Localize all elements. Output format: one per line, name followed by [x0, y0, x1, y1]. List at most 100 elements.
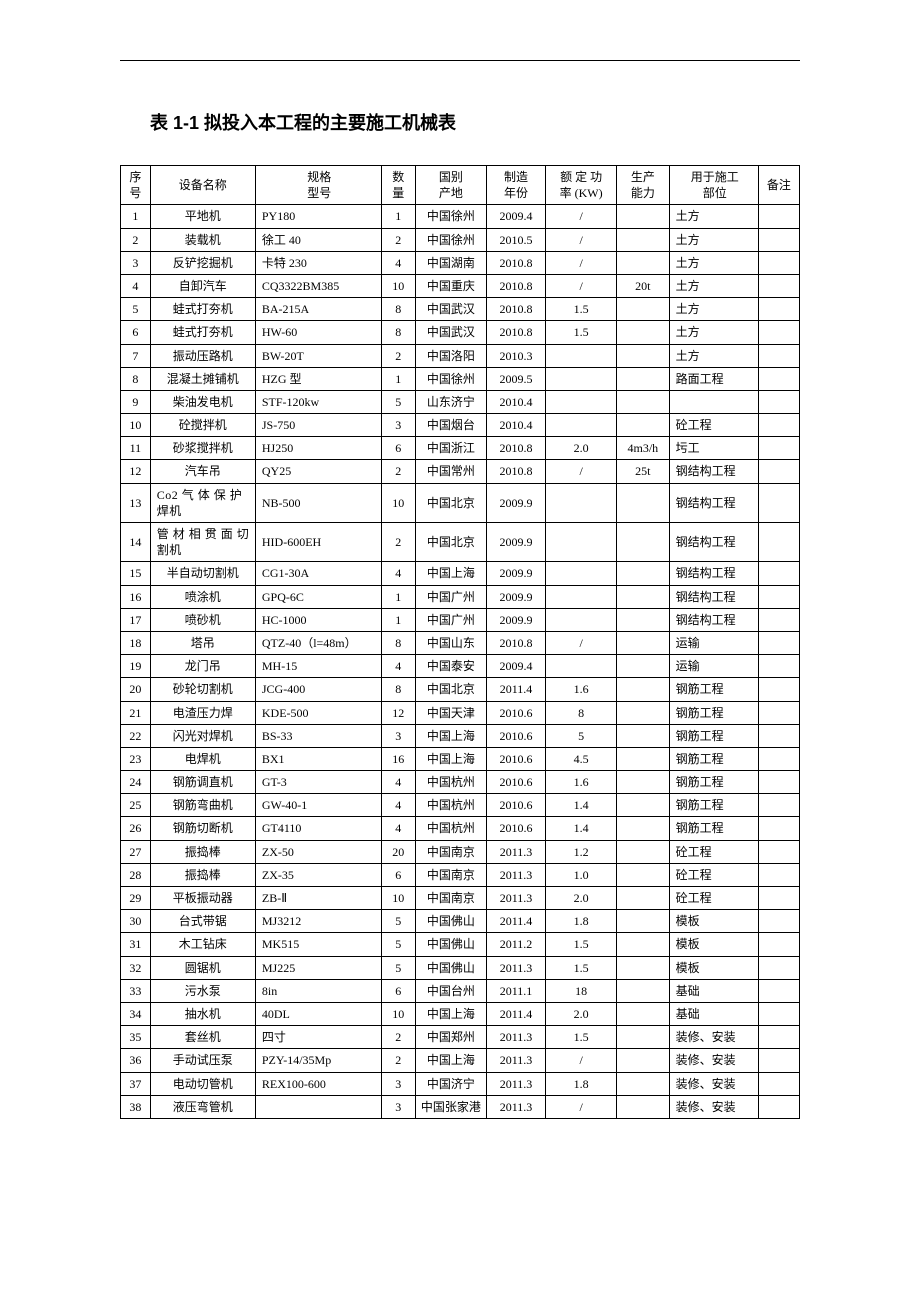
- cell-orig: 中国张家港: [415, 1095, 486, 1118]
- cell-note: [758, 794, 799, 817]
- cell-orig: 中国上海: [415, 747, 486, 770]
- cell-cap: 25t: [617, 460, 670, 483]
- cell-name: 砼搅拌机: [150, 414, 255, 437]
- cell-orig: 中国广州: [415, 585, 486, 608]
- cell-idx: 32: [121, 956, 151, 979]
- cell-use: 砼工程: [669, 840, 758, 863]
- cell-qty: 5: [381, 956, 415, 979]
- cell-qty: 16: [381, 747, 415, 770]
- cell-cap: [617, 678, 670, 701]
- cell-name: 圆锯机: [150, 956, 255, 979]
- cell-idx: 20: [121, 678, 151, 701]
- cell-spec: HZG 型: [255, 367, 381, 390]
- cell-cap: [617, 562, 670, 585]
- cell-pow: 8: [546, 701, 617, 724]
- cell-pow: /: [546, 1095, 617, 1118]
- cell-qty: 3: [381, 724, 415, 747]
- cell-spec: NB-500: [255, 483, 381, 522]
- cell-use: 模板: [669, 956, 758, 979]
- cell-idx: 26: [121, 817, 151, 840]
- cell-pow: [546, 523, 617, 562]
- cell-orig: 中国广州: [415, 608, 486, 631]
- cell-name: 电焊机: [150, 747, 255, 770]
- cell-pow: 1.5: [546, 298, 617, 321]
- cell-name: 平地机: [150, 205, 255, 228]
- cell-orig: 中国烟台: [415, 414, 486, 437]
- table-row: 33污水泵8in6中国台州2011.118基础: [121, 979, 800, 1002]
- cell-cap: [617, 631, 670, 654]
- cell-pow: 1.5: [546, 933, 617, 956]
- col-year: 制造年份: [486, 166, 545, 205]
- cell-use: [669, 390, 758, 413]
- cell-name: 振动压路机: [150, 344, 255, 367]
- table-row: 25钢筋弯曲机GW-40-14中国杭州2010.61.4钢筋工程: [121, 794, 800, 817]
- cell-orig: 中国武汉: [415, 321, 486, 344]
- cell-name: 手动试压泵: [150, 1049, 255, 1072]
- table-row: 3反铲挖掘机卡特 2304中国湖南2010.8/土方: [121, 251, 800, 274]
- cell-idx: 6: [121, 321, 151, 344]
- cell-qty: 10: [381, 274, 415, 297]
- cell-note: [758, 251, 799, 274]
- cell-year: 2011.1: [486, 979, 545, 1002]
- table-row: 29平板振动器ZB-Ⅱ10中国南京2011.32.0砼工程: [121, 887, 800, 910]
- table-row: 19龙门吊MH-154中国泰安2009.4运输: [121, 655, 800, 678]
- cell-qty: 4: [381, 771, 415, 794]
- cell-note: [758, 887, 799, 910]
- cell-cap: [617, 414, 670, 437]
- cell-cap: 20t: [617, 274, 670, 297]
- cell-cap: [617, 933, 670, 956]
- cell-cap: [617, 1072, 670, 1095]
- cell-use: 装修、安装: [669, 1095, 758, 1118]
- table-row: 14管 材 相 贯 面 切割机HID-600EH2中国北京2009.9钢结构工程: [121, 523, 800, 562]
- cell-orig: 中国重庆: [415, 274, 486, 297]
- cell-year: 2010.6: [486, 817, 545, 840]
- cell-use: 钢筋工程: [669, 701, 758, 724]
- col-note: 备注: [758, 166, 799, 205]
- cell-pow: [546, 608, 617, 631]
- cell-orig: 中国上海: [415, 562, 486, 585]
- cell-use: 模板: [669, 933, 758, 956]
- cell-name: 混凝土摊铺机: [150, 367, 255, 390]
- cell-cap: [617, 523, 670, 562]
- cell-name: 反铲挖掘机: [150, 251, 255, 274]
- cell-spec: MJ225: [255, 956, 381, 979]
- cell-cap: [617, 205, 670, 228]
- cell-cap: [617, 956, 670, 979]
- cell-qty: 6: [381, 437, 415, 460]
- cell-note: [758, 390, 799, 413]
- cell-orig: 中国济宁: [415, 1072, 486, 1095]
- cell-use: 装修、安装: [669, 1026, 758, 1049]
- cell-note: [758, 414, 799, 437]
- cell-pow: /: [546, 631, 617, 654]
- cell-spec: MK515: [255, 933, 381, 956]
- cell-cap: [617, 321, 670, 344]
- cell-year: 2011.2: [486, 933, 545, 956]
- cell-cap: [617, 655, 670, 678]
- cell-name: 半自动切割机: [150, 562, 255, 585]
- cell-spec: KDE-500: [255, 701, 381, 724]
- cell-spec: PZY-14/35Mp: [255, 1049, 381, 1072]
- cell-year: 2010.6: [486, 747, 545, 770]
- table-row: 11砂浆搅拌机HJ2506中国浙江2010.82.04m3/h圬工: [121, 437, 800, 460]
- cell-note: [758, 1095, 799, 1118]
- cell-year: 2010.6: [486, 724, 545, 747]
- table-row: 27振捣棒ZX-5020中国南京2011.31.2砼工程: [121, 840, 800, 863]
- cell-name: 抽水机: [150, 1002, 255, 1025]
- cell-year: 2009.5: [486, 367, 545, 390]
- cell-spec: ZX-35: [255, 863, 381, 886]
- cell-name: 电动切管机: [150, 1072, 255, 1095]
- cell-spec: ZB-Ⅱ: [255, 887, 381, 910]
- cell-orig: 中国天津: [415, 701, 486, 724]
- cell-cap: [617, 1026, 670, 1049]
- cell-qty: 10: [381, 483, 415, 522]
- cell-idx: 22: [121, 724, 151, 747]
- cell-year: 2009.9: [486, 608, 545, 631]
- cell-cap: [617, 747, 670, 770]
- table-row: 13Co2 气 体 保 护焊机NB-50010中国北京2009.9钢结构工程: [121, 483, 800, 522]
- cell-pow: 5: [546, 724, 617, 747]
- cell-qty: 1: [381, 608, 415, 631]
- cell-name: 砂浆搅拌机: [150, 437, 255, 460]
- cell-note: [758, 274, 799, 297]
- cell-idx: 25: [121, 794, 151, 817]
- cell-idx: 5: [121, 298, 151, 321]
